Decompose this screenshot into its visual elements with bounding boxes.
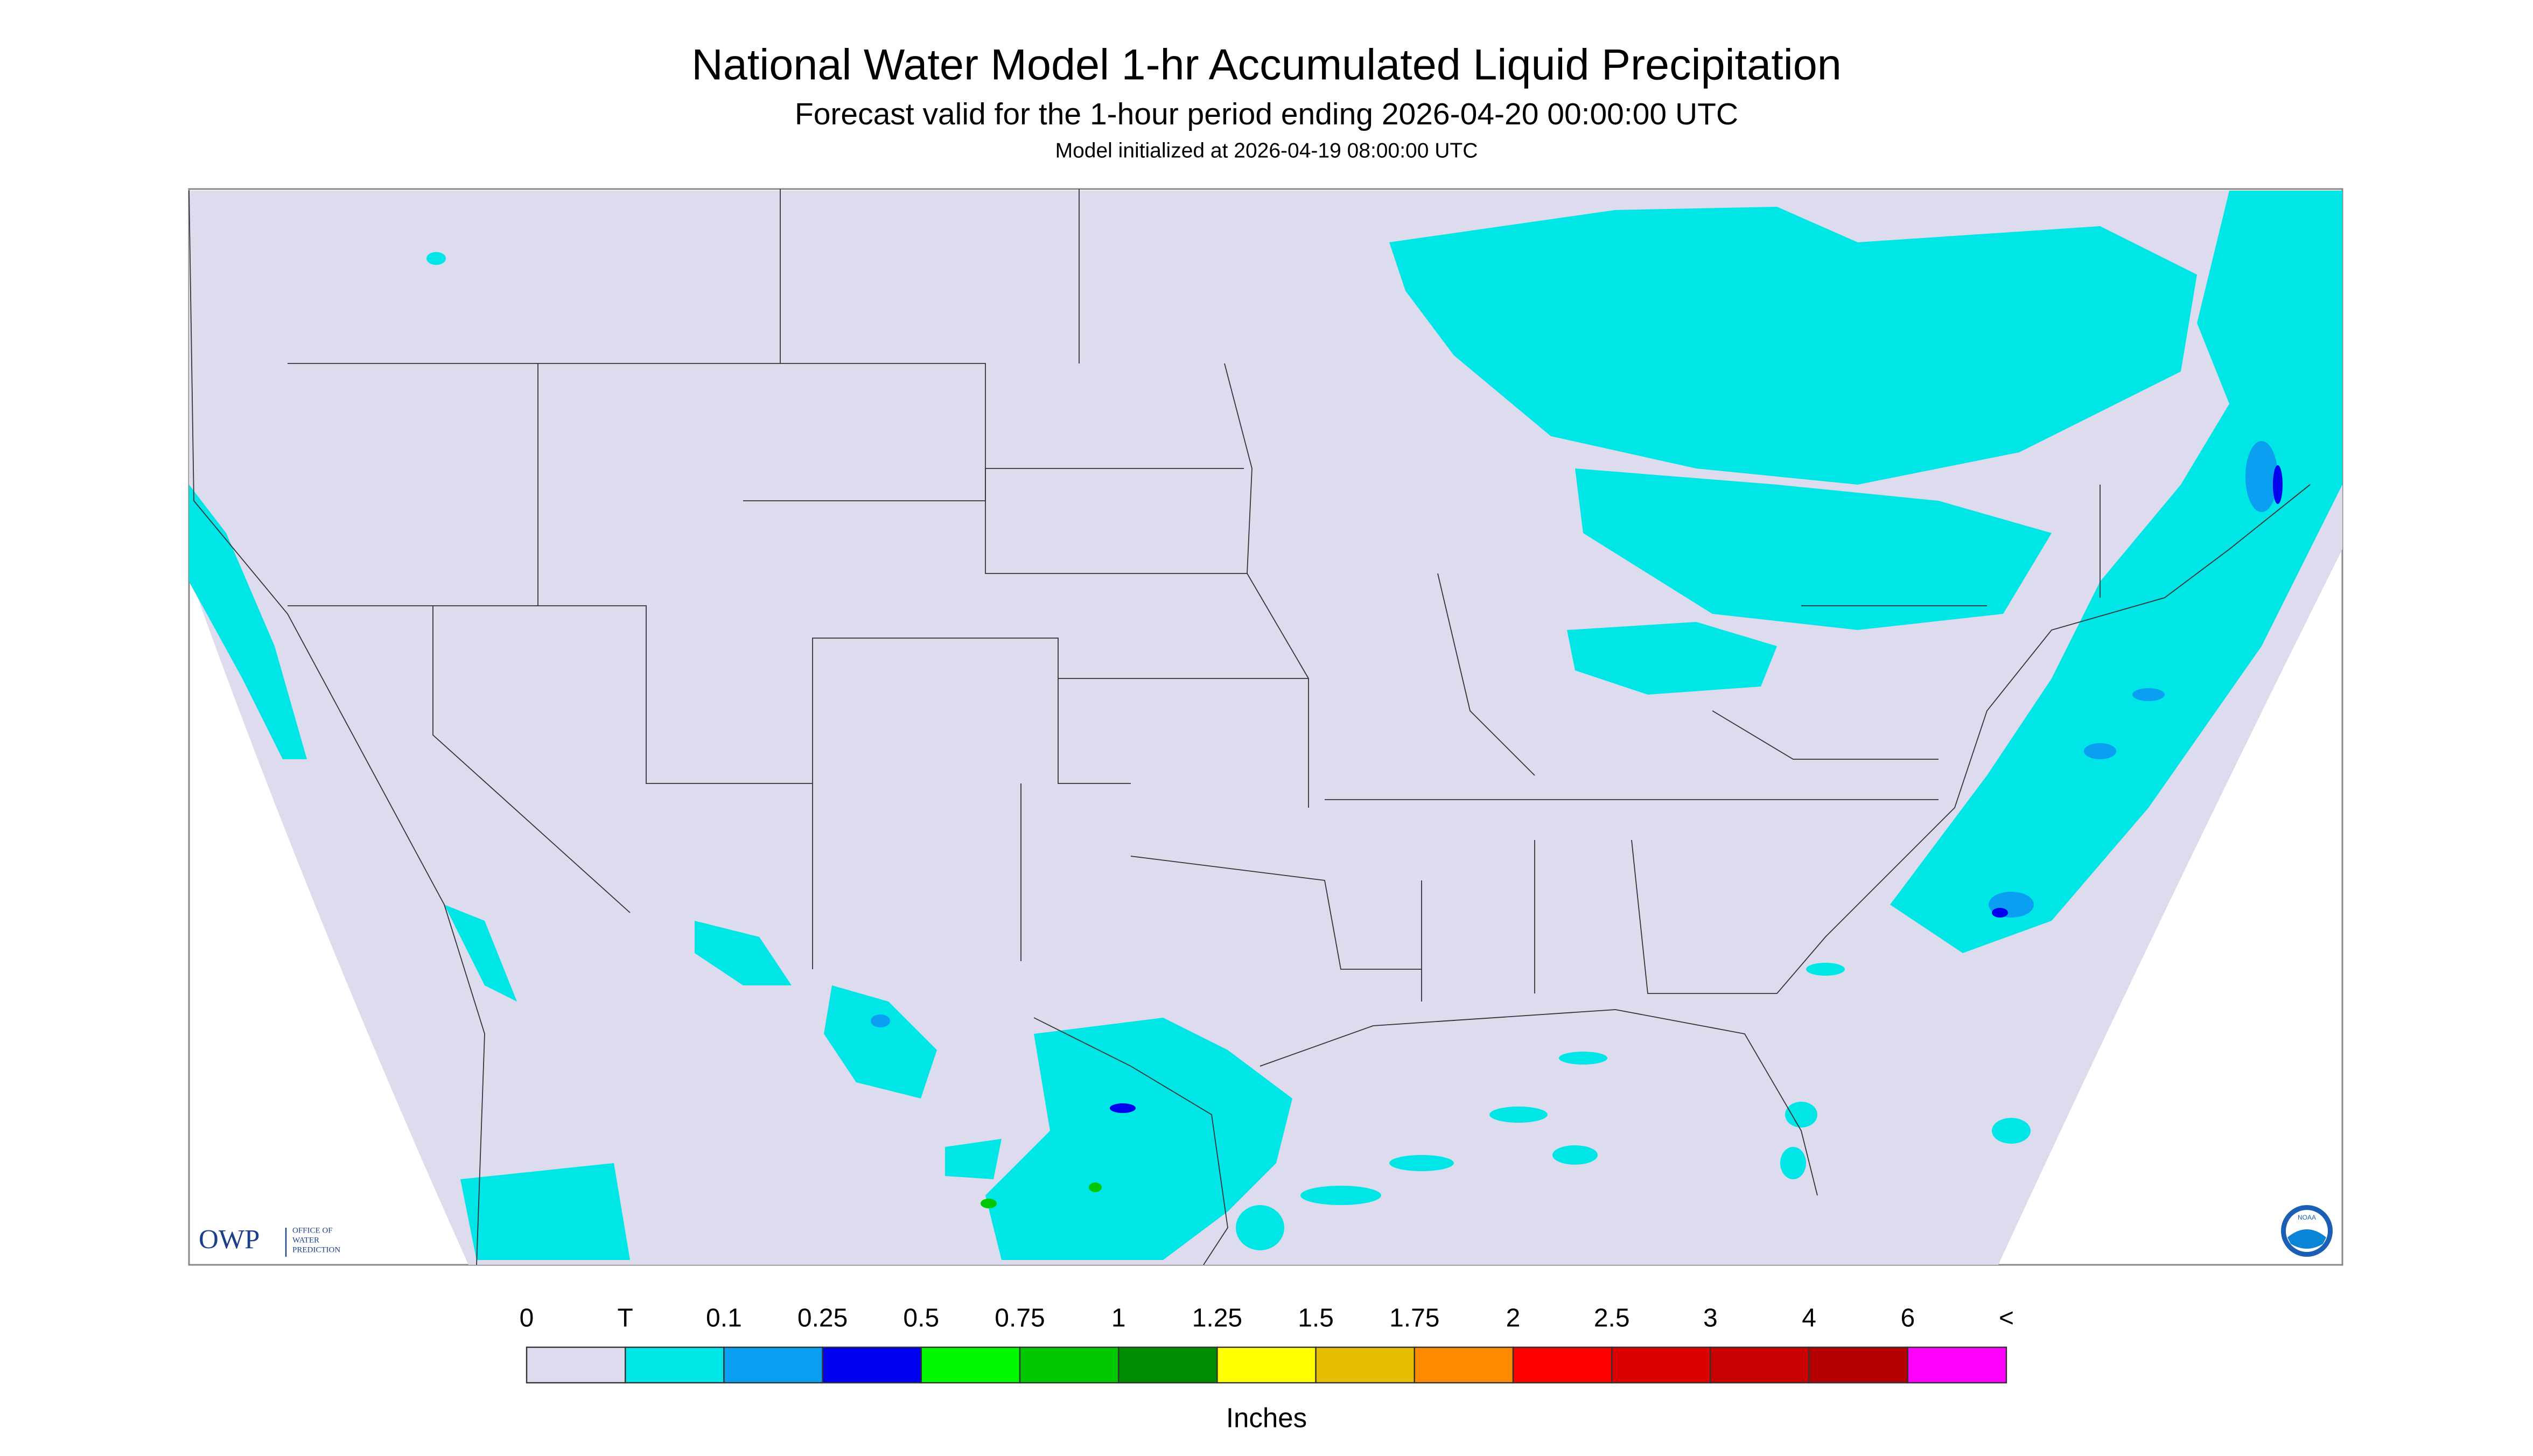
legend-label: 1.25 bbox=[1192, 1304, 1242, 1333]
legend-label: 0.5 bbox=[903, 1304, 939, 1333]
legend-swatch bbox=[1710, 1346, 1810, 1384]
legend-label: 2.5 bbox=[1594, 1304, 1630, 1333]
legend-label: 3 bbox=[1703, 1304, 1718, 1333]
legend-units: Inches bbox=[1226, 1402, 1307, 1433]
legend-label: T bbox=[618, 1304, 633, 1333]
noaa-logo-text: NOAA bbox=[2298, 1214, 2316, 1221]
legend-swatch bbox=[1216, 1346, 1317, 1384]
legend: 0 T 0.1 0.25 0.5 0.75 1 1.25 1.5 1.75 2 2.5 3 4 6 < bbox=[520, 1304, 2014, 1384]
legend-label: 0 bbox=[520, 1304, 534, 1333]
owp-logo-line: PREDICTION bbox=[292, 1245, 340, 1254]
legend-label: 0.25 bbox=[797, 1304, 848, 1333]
noaa-logo: NOAA bbox=[2281, 1205, 2333, 1257]
legend-label: 1 bbox=[1111, 1304, 1126, 1333]
owp-logo-line: WATER bbox=[292, 1236, 319, 1244]
legend-swatch bbox=[1512, 1346, 1613, 1384]
legend-swatch bbox=[1808, 1346, 1909, 1384]
legend-label: 1.75 bbox=[1389, 1304, 1439, 1333]
legend-label: 0.75 bbox=[995, 1304, 1045, 1333]
precip-areas bbox=[189, 191, 2342, 1261]
legend-label: 0.1 bbox=[706, 1304, 742, 1333]
subtitle: Forecast valid for the 1-hour period end… bbox=[795, 97, 1738, 131]
legend-swatch bbox=[920, 1346, 1021, 1384]
owp-logo: OWP OFFICE OF WATER PREDICTION bbox=[199, 1225, 340, 1257]
legend-swatch bbox=[1414, 1346, 1514, 1384]
legend-label: < bbox=[1999, 1304, 2014, 1333]
legend-swatch bbox=[1019, 1346, 1119, 1384]
map: OWP OFFICE OF WATER PREDICTION NOAA bbox=[188, 188, 2343, 1266]
legend-swatch bbox=[625, 1346, 725, 1384]
owp-logo-text: OWP bbox=[199, 1225, 260, 1255]
legend-label: 4 bbox=[1802, 1304, 1816, 1333]
state-boundaries bbox=[188, 189, 2311, 1265]
legend-label: 2 bbox=[1506, 1304, 1521, 1333]
legend-swatch bbox=[1907, 1346, 2007, 1384]
init-time: Model initialized at 2026-04-19 08:00:00… bbox=[1055, 139, 1478, 162]
legend-swatch bbox=[723, 1346, 823, 1384]
legend-swatch bbox=[1118, 1346, 1218, 1384]
legend-label: 1.5 bbox=[1298, 1304, 1334, 1333]
legend-swatch bbox=[822, 1346, 922, 1384]
legend-label: 6 bbox=[1900, 1304, 1915, 1333]
title: National Water Model 1-hr Accumulated Li… bbox=[691, 40, 1842, 89]
legend-swatch bbox=[526, 1346, 626, 1384]
owp-logo-line: OFFICE OF bbox=[292, 1226, 333, 1235]
legend-swatch bbox=[1611, 1346, 1711, 1384]
legend-swatch bbox=[1315, 1346, 1415, 1384]
